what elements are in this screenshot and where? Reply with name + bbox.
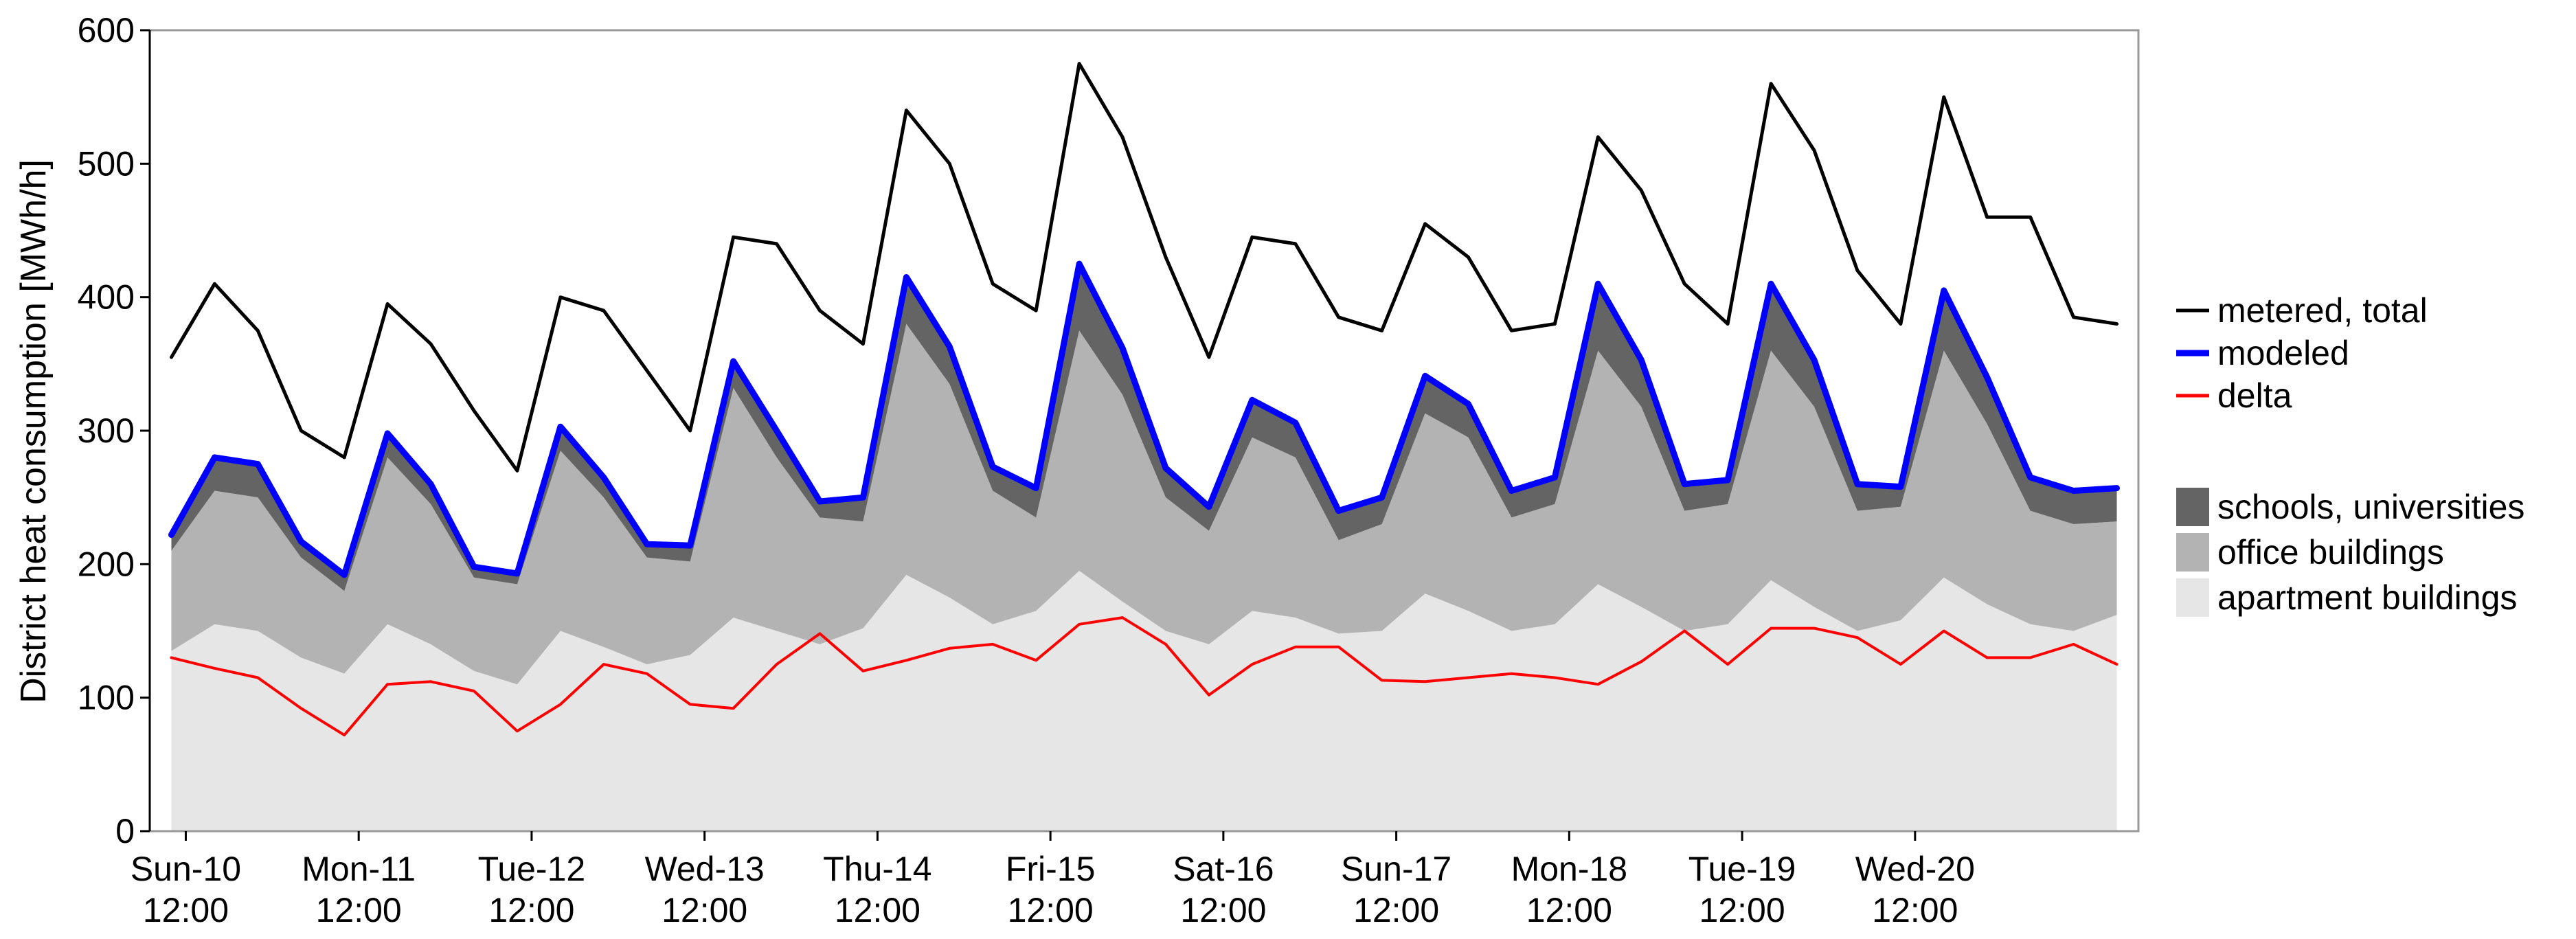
legend-area-label: schools, universities bbox=[2217, 488, 2524, 526]
x-tick-time-label: 12:00 bbox=[1180, 891, 1266, 929]
x-tick-day-label: Sun-17 bbox=[1341, 850, 1451, 888]
x-tick-day-label: Fri-15 bbox=[1006, 850, 1096, 888]
x-tick-time-label: 12:00 bbox=[662, 891, 747, 929]
legend-line-label: delta bbox=[2217, 376, 2292, 415]
y-tick-label: 500 bbox=[78, 144, 135, 183]
series-lines bbox=[168, 62, 2120, 737]
x-tick-time-label: 12:00 bbox=[1699, 891, 1785, 929]
y-tick-label: 200 bbox=[78, 545, 135, 583]
y-tick-label: 300 bbox=[78, 411, 135, 450]
x-tick-day-label: Wed-13 bbox=[645, 850, 765, 888]
y-tick-label: 600 bbox=[78, 11, 135, 49]
x-tick-day-label: Tue-19 bbox=[1688, 850, 1796, 888]
line-delta bbox=[170, 616, 2119, 737]
line-metered-total bbox=[170, 62, 2119, 473]
x-tick-time-label: 12:00 bbox=[1526, 891, 1612, 929]
x-tick-time-label: 12:00 bbox=[488, 891, 574, 929]
legend: metered, total modeled delta schools, unive… bbox=[2176, 291, 2524, 617]
x-tick-time-label: 12:00 bbox=[835, 891, 920, 929]
legend-line-label: modeled bbox=[2217, 334, 2349, 372]
x-tick-day-label: Wed-20 bbox=[1855, 850, 1975, 888]
y-axis-title: District heat consumption [MWh/h] bbox=[14, 159, 54, 703]
x-tick-day-label: Sun-10 bbox=[131, 850, 241, 888]
x-tick-time-label: 12:00 bbox=[1008, 891, 1094, 929]
area-apartment-buildings bbox=[171, 571, 2117, 831]
x-tick-day-label: Mon-18 bbox=[1511, 850, 1628, 888]
x-tick-day-label: Sat-16 bbox=[1173, 850, 1274, 888]
legend-area-swatch bbox=[2176, 533, 2209, 572]
legend-area-label: office buildings bbox=[2217, 533, 2444, 572]
area-office-buildings bbox=[171, 324, 2117, 685]
y-tick-label: 100 bbox=[78, 679, 135, 717]
x-tick-time-label: 12:00 bbox=[1872, 891, 1958, 929]
x-tick-time-label: 12:00 bbox=[143, 891, 229, 929]
y-axis: 0 100 200 300 400 500 600 bbox=[78, 11, 151, 850]
legend-area-swatch bbox=[2176, 578, 2209, 617]
x-tick-day-label: Mon-11 bbox=[302, 850, 416, 888]
x-tick-day-label: Thu-14 bbox=[823, 850, 931, 888]
legend-area-label: apartment buildings bbox=[2217, 578, 2517, 617]
x-tick-time-label: 12:00 bbox=[1353, 891, 1439, 929]
x-axis: Sun-1012:00Mon-1112:00Tue-1212:00Wed-131… bbox=[131, 831, 1975, 929]
x-tick-day-label: Tue-12 bbox=[478, 850, 586, 888]
line-modeled bbox=[168, 260, 2120, 578]
y-tick-label: 0 bbox=[115, 812, 135, 850]
legend-area-swatch bbox=[2176, 488, 2209, 526]
x-tick-time-label: 12:00 bbox=[316, 891, 402, 929]
legend-line-label: metered, total bbox=[2217, 291, 2428, 330]
y-tick-label: 400 bbox=[78, 278, 135, 317]
